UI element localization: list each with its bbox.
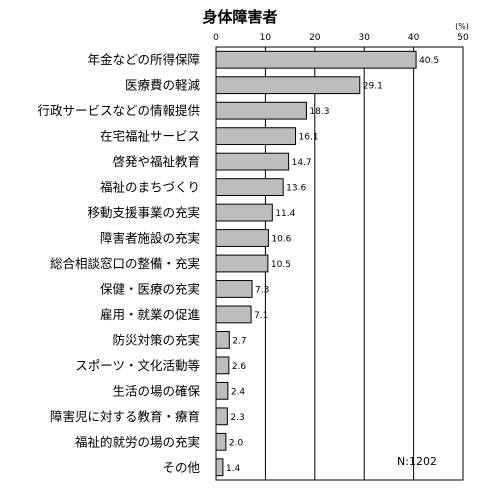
value-label: 2.3 xyxy=(230,413,244,423)
plot-frame xyxy=(215,46,464,481)
category-label: 防災対策の充実 xyxy=(112,332,200,347)
category-label: 生活の場の確保 xyxy=(112,383,200,398)
bar xyxy=(215,458,224,477)
category-label: 移動支援事業の充実 xyxy=(87,205,200,220)
x-tick-labels: 0 10 20 30 40 50 xyxy=(213,33,469,43)
category-label: 障害児に対する教育・療育 xyxy=(50,409,200,424)
bar xyxy=(215,76,361,95)
category-labels: 年金などの所得保障医療費の軽減行政サービスなどの情報提供在宅福祉サービス啓発や福… xyxy=(37,52,200,475)
bar xyxy=(215,432,227,451)
value-label: 2.6 xyxy=(232,362,247,372)
bar xyxy=(215,356,230,375)
category-label: 総合相談窓口の整備・充実 xyxy=(50,256,200,271)
category-label: 啓発や福祉教育 xyxy=(112,154,200,169)
value-label: 10.6 xyxy=(271,235,291,245)
category-label: その他 xyxy=(162,460,200,475)
bar xyxy=(215,50,417,69)
x-tick-label: 0 xyxy=(213,33,219,43)
bar xyxy=(215,127,297,146)
value-label: 2.4 xyxy=(231,387,246,397)
value-label: 2.0 xyxy=(229,438,244,448)
bar xyxy=(215,101,307,120)
bars xyxy=(215,50,417,477)
category-label: 年金などの所得保障 xyxy=(87,52,200,67)
category-label: スポーツ・文化活動等 xyxy=(75,358,200,373)
bar xyxy=(215,331,230,349)
value-labels: 40.5 29.1 18.3 16.1 14.7 13.6 11.4 10.6 10.5 7.3 7… xyxy=(226,56,439,474)
value-label: 10.5 xyxy=(271,260,291,270)
x-tick-label: 10 xyxy=(260,33,272,43)
category-label: 行政サービスなどの情報提供 xyxy=(37,103,200,118)
value-label: 29.1 xyxy=(363,82,383,92)
chart-title: 身体障害者 xyxy=(202,8,277,26)
category-label: 障害者施設の充実 xyxy=(100,231,200,246)
value-label: 40.5 xyxy=(419,56,439,66)
x-tick-label: 30 xyxy=(358,33,370,43)
value-label: 16.1 xyxy=(299,133,319,143)
value-label: 7.1 xyxy=(254,311,268,321)
bar xyxy=(215,381,229,400)
bar xyxy=(215,407,228,426)
x-tick-label: 40 xyxy=(408,33,420,43)
value-label: 7.3 xyxy=(255,285,269,295)
bar xyxy=(215,152,290,171)
category-label: 在宅福祉サービス xyxy=(100,129,200,144)
value-label: 14.7 xyxy=(292,158,312,168)
bar xyxy=(215,280,253,298)
category-label: 福祉のまちづくり xyxy=(100,180,200,195)
sample-size-note: N:1202 xyxy=(397,455,437,468)
unit-label: (%) xyxy=(455,22,469,31)
bar xyxy=(215,203,273,222)
category-label: 福祉的就労の場の充実 xyxy=(75,434,200,449)
bar xyxy=(215,305,252,324)
bar xyxy=(215,229,269,247)
category-label: 雇用・就業の促進 xyxy=(100,307,201,322)
value-label: 1.4 xyxy=(226,464,241,474)
value-label: 18.3 xyxy=(309,107,329,117)
bar xyxy=(215,254,269,273)
x-tick-label: 20 xyxy=(309,33,321,43)
x-tick-label: 50 xyxy=(457,33,469,43)
bar xyxy=(215,178,284,196)
value-label: 11.4 xyxy=(275,209,295,219)
category-label: 保健・医療の充実 xyxy=(100,281,200,296)
category-label: 医療費の軽減 xyxy=(125,78,201,93)
value-label: 2.7 xyxy=(232,336,246,346)
value-label: 13.6 xyxy=(286,184,306,194)
